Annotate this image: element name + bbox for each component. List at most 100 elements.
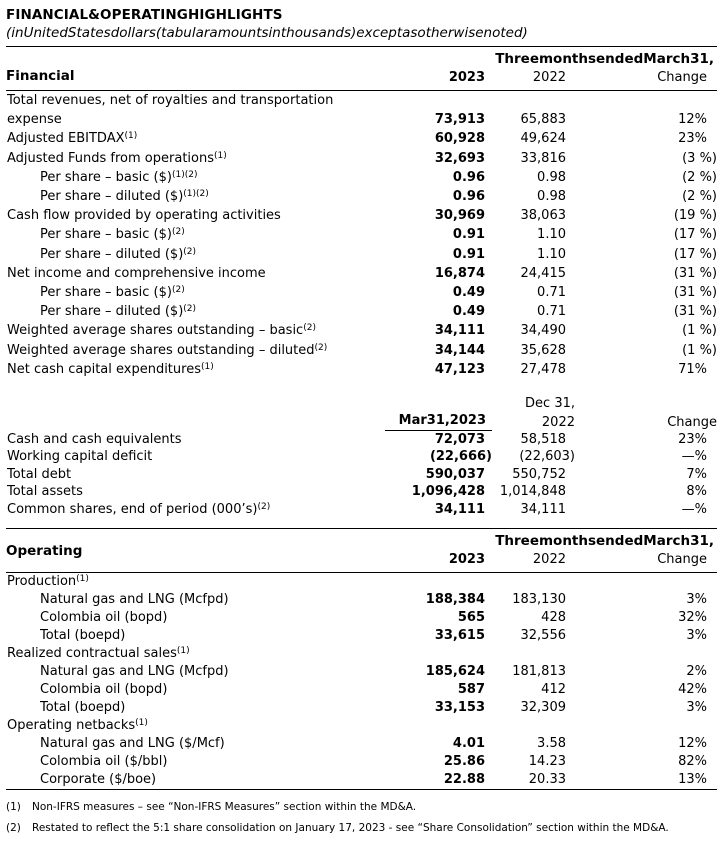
financial-table-body: Total revenues, net of royalties and tra… xyxy=(6,91,717,380)
footnote-reference: (1) xyxy=(76,574,89,585)
footnote-1: (1) Non-IFRS measures – see “Non-IFRS Me… xyxy=(6,801,717,813)
value-current-period: 34,144 xyxy=(434,342,485,358)
table-row: Natural gas and LNG (Mcfpd) 185,624 181,… xyxy=(6,663,717,681)
table-row: Cash and cash equivalents 72,073 58,518 … xyxy=(6,431,717,448)
table-row: Corporate ($/boe) 22.88 20.33 13% xyxy=(6,771,717,790)
operating-table: Operating ThreemonthsendedMarch31, 2023 … xyxy=(6,528,718,790)
value-change xyxy=(575,645,717,663)
value-prior-period: 0.71 xyxy=(537,285,566,301)
value-change: 42% xyxy=(678,682,708,698)
value-current-period: 32,693 xyxy=(434,150,485,166)
value-change: 12% xyxy=(678,736,708,752)
table-row: Per share – diluted ($)(2) 0.91 1.10 (17… xyxy=(6,245,717,264)
value-current-period: 25.86 xyxy=(443,754,485,770)
value-prior-period: 0.98 xyxy=(537,169,566,185)
value-prior-period xyxy=(492,645,575,663)
value-change: 12% xyxy=(678,112,708,128)
value-change: (1 %) xyxy=(682,342,718,358)
value-current-period: 590,037 xyxy=(425,466,485,482)
footnote-reference: (2) xyxy=(303,323,316,334)
metric-label: Total assets xyxy=(7,484,83,500)
value-change: 23% xyxy=(678,131,708,147)
value-current-period: 22.88 xyxy=(443,772,485,788)
value-prior-period: 412 xyxy=(541,682,566,698)
table-row: Weighted average shares outstanding – di… xyxy=(6,341,717,360)
value-current-period: 72,073 xyxy=(434,432,485,448)
value-change: —% xyxy=(681,501,707,517)
footnote-reference: (2) xyxy=(257,501,271,512)
column-header-2022: 2022 xyxy=(541,415,575,431)
footnote-reference: (2) xyxy=(171,285,185,296)
column-header-change: Change xyxy=(657,70,708,85)
value-prior-period: 32,309 xyxy=(520,700,567,716)
value-change: (2 %) xyxy=(682,169,718,185)
table-row: Colombia oil ($/bbl) 25.86 14.23 82% xyxy=(6,753,717,771)
value-change: (1 %) xyxy=(682,323,718,339)
metric-label: Colombia oil (bopd) xyxy=(40,682,168,698)
table-row: Per share – diluted ($)(1)(2) 0.96 0.98 … xyxy=(6,187,717,206)
value-current-period: 1,096,428 xyxy=(411,484,485,500)
value-prior-period: 0.98 xyxy=(537,189,566,205)
value-current-period: 33,153 xyxy=(434,700,485,716)
metric-label: Total revenues, net of royalties and tra… xyxy=(7,93,334,128)
table-row: Per share – diluted ($)(2) 0.49 0.71 (31… xyxy=(6,302,717,321)
value-prior-period: 428 xyxy=(541,610,566,626)
metric-label: Weighted average shares outstanding – di… xyxy=(7,342,328,358)
value-current-period xyxy=(339,573,492,592)
value-change: (31 %) xyxy=(673,285,718,301)
footnote-reference: (1)(2) xyxy=(171,169,198,180)
value-current-period: 565 xyxy=(457,610,485,626)
table-row: Net cash capital expenditures(1) 47,123 … xyxy=(6,360,717,379)
column-header-2023: 2023 xyxy=(448,552,485,568)
value-change: (17 %) xyxy=(673,227,718,243)
value-change: (31 %) xyxy=(673,304,718,320)
financial-table-header: Financial ThreemonthsendedMarch31, 2023 … xyxy=(6,47,718,91)
metric-label: Net cash capital expenditures(1) xyxy=(7,361,214,377)
table-row: Total (boepd) 33,153 32,309 3% xyxy=(6,699,717,717)
footnotes: (1) Non-IFRS measures – see “Non-IFRS Me… xyxy=(6,801,717,834)
value-prior-period: 14.23 xyxy=(528,754,566,770)
value-prior-period: 1.10 xyxy=(537,227,566,243)
metric-label: Natural gas and LNG ($/Mcf) xyxy=(40,736,225,752)
metric-label: Per share – diluted ($)(2) xyxy=(40,246,197,262)
table-row: Per share – basic ($)(1)(2) 0.96 0.98 (2… xyxy=(6,168,717,187)
balance-table: Dec 31, Mar31,2023 2022 Change Cash and … xyxy=(6,395,717,518)
footnote-reference: (2) xyxy=(171,227,185,238)
table-row: Production(1) xyxy=(6,573,717,592)
value-current-period: 185,624 xyxy=(425,664,485,680)
table-row: Weighted average shares outstanding – ba… xyxy=(6,321,717,340)
metric-label: Weighted average shares outstanding – ba… xyxy=(7,323,316,339)
value-prior-period xyxy=(492,717,575,735)
metric-label: Total (boepd) xyxy=(40,700,126,716)
footnote-reference: (1) xyxy=(176,646,190,657)
value-prior-period: 550,752 xyxy=(512,466,566,482)
page-title: FINANCIAL&OPERATINGHIGHLIGHTS xyxy=(6,7,283,23)
value-current-period: 587 xyxy=(457,682,485,698)
value-change: (19 %) xyxy=(673,208,718,224)
value-current-period xyxy=(339,645,492,663)
value-change: (3 %) xyxy=(682,150,718,166)
table-row: Natural gas and LNG (Mcfpd) 188,384 183,… xyxy=(6,591,717,609)
metric-label: Operating netbacks(1) xyxy=(7,718,148,734)
footnote-marker: (2) xyxy=(6,822,21,835)
column-header-mar31-2023: Mar31,2023 xyxy=(339,412,492,432)
metric-label: Cash and cash equivalents xyxy=(7,432,182,448)
value-change: 2% xyxy=(686,664,708,680)
metric-label: Net income and comprehensive income xyxy=(7,265,266,281)
footnote-reference: (1) xyxy=(124,131,138,142)
metric-label: Total (boepd) xyxy=(40,628,126,644)
table-row: Working capital deficit (22,666) (22,603… xyxy=(6,448,717,465)
column-header-2022: 2022 xyxy=(532,70,566,85)
value-change: 23% xyxy=(678,432,707,448)
table-row: Cash flow provided by operating activiti… xyxy=(6,206,717,225)
table-row: Colombia oil (bopd) 565 428 32% xyxy=(6,609,717,627)
table-row: Net income and comprehensive income 16,8… xyxy=(6,264,717,283)
table-row: Total (boepd) 33,615 32,556 3% xyxy=(6,627,717,645)
value-change: (17 %) xyxy=(673,246,718,262)
value-prior-period: 35,628 xyxy=(520,342,567,358)
value-change: 8% xyxy=(686,484,707,500)
table-row: Per share – basic ($)(2) 0.49 0.71 (31 %… xyxy=(6,283,717,302)
value-change: —% xyxy=(681,449,707,465)
footnote-reference: (2) xyxy=(183,246,197,257)
column-header-dec31: Dec 31, xyxy=(525,396,575,412)
